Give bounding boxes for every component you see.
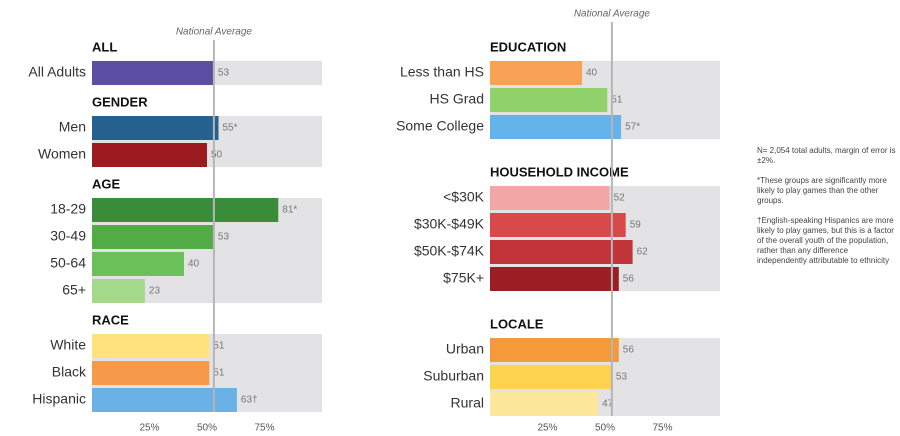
bar <box>490 115 622 139</box>
value-label: 53 <box>218 232 230 243</box>
bar <box>92 279 145 303</box>
value-label: 59 <box>630 220 642 231</box>
category-label: <$30K <box>443 189 485 205</box>
x-tick-label: 75% <box>254 423 274 434</box>
category-label: $50K-$74K <box>414 243 485 259</box>
value-label: 53 <box>616 372 628 383</box>
value-label: 40 <box>188 259 200 270</box>
category-label: White <box>50 337 86 353</box>
category-label: Rural <box>451 395 484 411</box>
bar <box>92 388 237 412</box>
group-heading: EDUCATION <box>490 39 566 54</box>
category-label: 18-29 <box>50 201 86 217</box>
category-label: Black <box>52 364 87 380</box>
bar <box>490 240 633 264</box>
bar <box>92 61 214 85</box>
backgrounds <box>490 61 720 416</box>
group-heading: LOCALE <box>490 316 544 331</box>
bar <box>490 365 612 389</box>
bar <box>92 252 184 276</box>
bar <box>490 61 582 85</box>
bar <box>92 225 214 249</box>
value-label: 40 <box>586 68 598 79</box>
bar <box>490 88 608 112</box>
x-tick-label: 25% <box>139 423 159 434</box>
note: †English-speaking Hispanics are more lik… <box>757 216 894 265</box>
bar <box>92 143 207 167</box>
group-heading: AGE <box>92 176 121 191</box>
notes: N= 2,054 total adults, margin of error i… <box>757 146 897 276</box>
note: *These groups are significantly more lik… <box>757 176 887 205</box>
bar <box>490 392 599 416</box>
value-label: 52 <box>614 193 626 204</box>
bar <box>490 186 610 210</box>
category-label: Less than HS <box>400 64 484 80</box>
category-label: 50-64 <box>50 255 86 271</box>
value-label: 56 <box>623 274 635 285</box>
group-heading: ALL <box>92 39 117 54</box>
bar <box>490 338 619 362</box>
category-label: Urban <box>446 341 484 357</box>
reference-annotation: National Average <box>176 27 253 38</box>
bar <box>92 198 279 222</box>
category-label: All Adults <box>28 64 86 80</box>
bar <box>92 361 210 385</box>
x-tick-label: 75% <box>652 423 672 434</box>
value-label: 50 <box>211 150 223 161</box>
value-label: 56 <box>623 345 635 356</box>
x-tick-label: 25% <box>537 423 557 434</box>
category-label: HS Grad <box>430 91 484 107</box>
bar <box>490 267 619 291</box>
bar <box>92 116 219 140</box>
x-tick-label: 50% <box>595 423 615 434</box>
value-label: 57* <box>625 122 640 133</box>
group-heading: HOUSEHOLD INCOME <box>490 164 629 179</box>
category-label: Women <box>38 146 86 162</box>
value-label: 47 <box>602 399 614 410</box>
x-tick-label: 50% <box>197 423 217 434</box>
group-heading: GENDER <box>92 94 148 109</box>
value-label: 51 <box>213 341 225 352</box>
category-label: 30-49 <box>50 228 86 244</box>
category-label: $75K+ <box>443 270 484 286</box>
value-label: 63† <box>241 395 258 406</box>
note: N= 2,054 total adults, margin of error i… <box>757 146 896 165</box>
category-label: Men <box>59 119 86 135</box>
bar <box>92 334 210 358</box>
category-label: $30K-$49K <box>414 216 485 232</box>
value-label: 55* <box>223 123 238 134</box>
reference-annotation: National Average <box>574 9 651 20</box>
value-label: 51 <box>611 95 623 106</box>
value-label: 23 <box>149 286 161 297</box>
value-label: 51 <box>213 368 225 379</box>
category-label: Hispanic <box>32 391 86 407</box>
value-label: 53 <box>218 68 230 79</box>
category-label: Some College <box>396 118 484 134</box>
group-heading: RACE <box>92 312 129 327</box>
value-label: 81* <box>282 205 297 216</box>
value-label: 62 <box>637 247 649 258</box>
category-label: Suburban <box>423 368 484 384</box>
category-label: 65+ <box>62 282 86 298</box>
bar <box>490 213 626 237</box>
